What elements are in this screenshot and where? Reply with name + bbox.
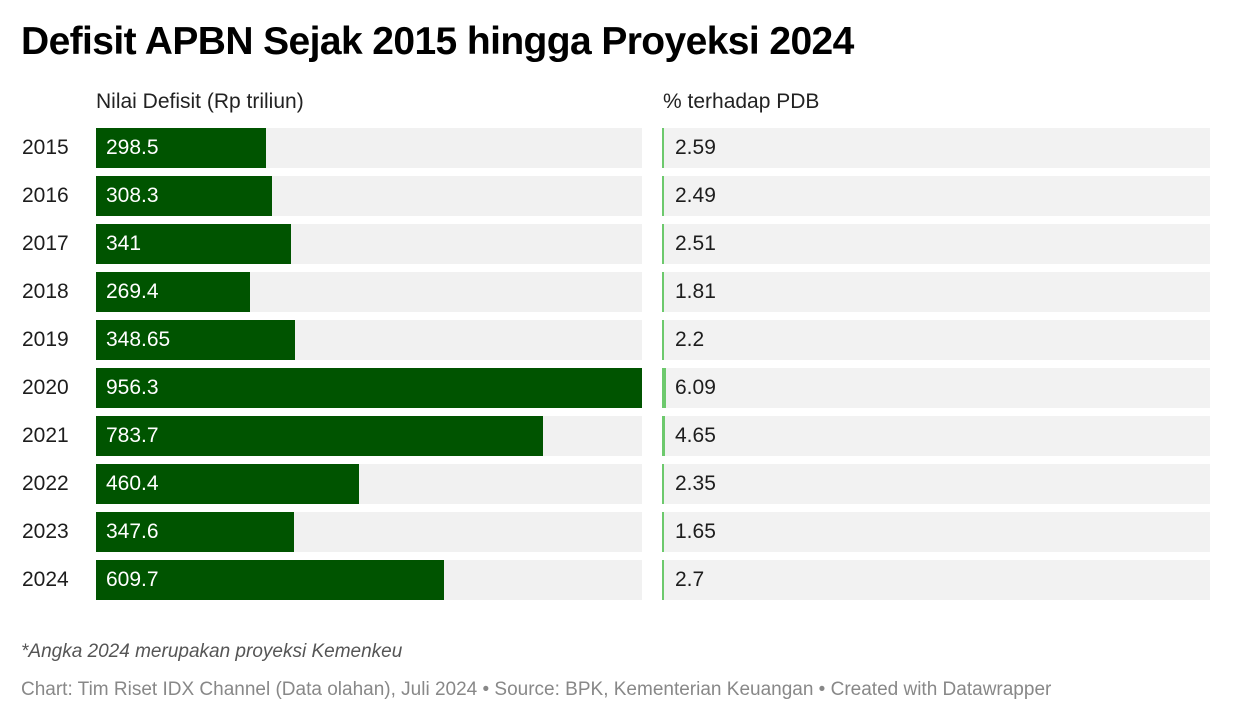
table-row: 2019 348.65 2.2 xyxy=(0,320,1240,360)
table-row: 2021 783.7 4.65 xyxy=(0,416,1240,456)
pdb-bar-track: 4.65 xyxy=(662,416,1210,456)
pdb-bar xyxy=(662,320,664,360)
year-label: 2020 xyxy=(22,376,69,399)
deficit-bar xyxy=(96,512,295,552)
deficit-bar-track: 609.7 xyxy=(96,560,642,600)
deficit-value: 783.7 xyxy=(106,424,159,447)
pdb-bar-track: 2.49 xyxy=(662,176,1210,216)
pdb-bar xyxy=(662,176,664,216)
pdb-bar xyxy=(662,368,666,408)
pdb-value: 2.7 xyxy=(675,568,705,591)
pdb-value: 2.59 xyxy=(675,136,716,159)
deficit-value: 348.65 xyxy=(106,328,171,351)
pdb-bar-track: 2.35 xyxy=(662,464,1210,504)
deficit-bar-track: 347.6 xyxy=(96,512,642,552)
pdb-bar xyxy=(662,416,666,456)
table-row: 2015 298.5 2.59 xyxy=(0,128,1240,168)
pdb-value: 4.65 xyxy=(675,424,716,447)
year-label: 2019 xyxy=(22,328,69,351)
deficit-bar-track: 956.3 xyxy=(96,368,642,408)
deficit-bar xyxy=(96,320,296,360)
deficit-bar-track: 308.3 xyxy=(96,176,642,216)
deficit-bar xyxy=(96,176,273,216)
pdb-bar-track: 1.65 xyxy=(662,512,1210,552)
pdb-bar xyxy=(662,512,664,552)
pdb-bar-track: 1.81 xyxy=(662,272,1210,312)
year-label: 2017 xyxy=(22,232,69,255)
pdb-bar-track: 2.7 xyxy=(662,560,1210,600)
pdb-value: 2.35 xyxy=(675,472,716,495)
year-label: 2023 xyxy=(22,520,69,543)
deficit-bar-track: 460.4 xyxy=(96,464,642,504)
source-credit: Chart: Tim Riset IDX Channel (Data olaha… xyxy=(21,679,1052,700)
deficit-bar-track: 298.5 xyxy=(96,128,642,168)
column-header-pdb: % terhadap PDB xyxy=(663,90,820,113)
deficit-value: 341 xyxy=(106,232,142,255)
pdb-bar xyxy=(662,464,664,504)
deficit-bar xyxy=(96,368,642,408)
pdb-value: 6.09 xyxy=(675,376,716,399)
deficit-bar-track: 783.7 xyxy=(96,416,642,456)
table-row: 2024 609.7 2.7 xyxy=(0,560,1240,600)
table-row: 2023 347.6 1.65 xyxy=(0,512,1240,552)
deficit-value: 609.7 xyxy=(106,568,159,591)
deficit-bar xyxy=(96,224,291,264)
pdb-value: 2.49 xyxy=(675,184,716,207)
pdb-value: 2.51 xyxy=(675,232,716,255)
deficit-bar xyxy=(96,560,445,600)
year-label: 2022 xyxy=(22,472,69,495)
table-row: 2016 308.3 2.49 xyxy=(0,176,1240,216)
footnote: *Angka 2024 merupakan proyeksi Kemenkeu xyxy=(21,641,403,662)
deficit-value: 347.6 xyxy=(106,520,159,543)
deficit-value: 308.3 xyxy=(106,184,159,207)
pdb-bar-track: 2.2 xyxy=(662,320,1210,360)
table-row: 2018 269.4 1.81 xyxy=(0,272,1240,312)
deficit-bar xyxy=(96,464,359,504)
year-label: 2018 xyxy=(22,280,69,303)
deficit-bar-track: 269.4 xyxy=(96,272,642,312)
deficit-value: 298.5 xyxy=(106,136,159,159)
pdb-bar xyxy=(662,560,664,600)
year-label: 2015 xyxy=(22,136,69,159)
pdb-value: 1.81 xyxy=(675,280,716,303)
table-row: 2017 341 2.51 xyxy=(0,224,1240,264)
table-row: 2020 956.3 6.09 xyxy=(0,368,1240,408)
column-header-deficit: Nilai Defisit (Rp triliun) xyxy=(96,90,304,113)
deficit-bar-track: 348.65 xyxy=(96,320,642,360)
pdb-value: 2.2 xyxy=(675,328,705,351)
pdb-bar xyxy=(662,272,664,312)
pdb-bar xyxy=(662,224,664,264)
year-label: 2021 xyxy=(22,424,69,447)
pdb-bar-track: 2.51 xyxy=(662,224,1210,264)
deficit-bar xyxy=(96,128,267,168)
pdb-value: 1.65 xyxy=(675,520,716,543)
deficit-bar-track: 341 xyxy=(96,224,642,264)
deficit-bar xyxy=(96,416,544,456)
deficit-value: 460.4 xyxy=(106,472,159,495)
year-label: 2024 xyxy=(22,568,69,591)
deficit-bar xyxy=(96,272,250,312)
year-label: 2016 xyxy=(22,184,69,207)
deficit-value: 956.3 xyxy=(106,376,159,399)
pdb-bar-track: 2.59 xyxy=(662,128,1210,168)
pdb-bar xyxy=(662,128,664,168)
pdb-bar-track: 6.09 xyxy=(662,368,1210,408)
chart-title: Defisit APBN Sejak 2015 hingga Proyeksi … xyxy=(21,20,854,63)
table-row: 2022 460.4 2.35 xyxy=(0,464,1240,504)
deficit-value: 269.4 xyxy=(106,280,159,303)
